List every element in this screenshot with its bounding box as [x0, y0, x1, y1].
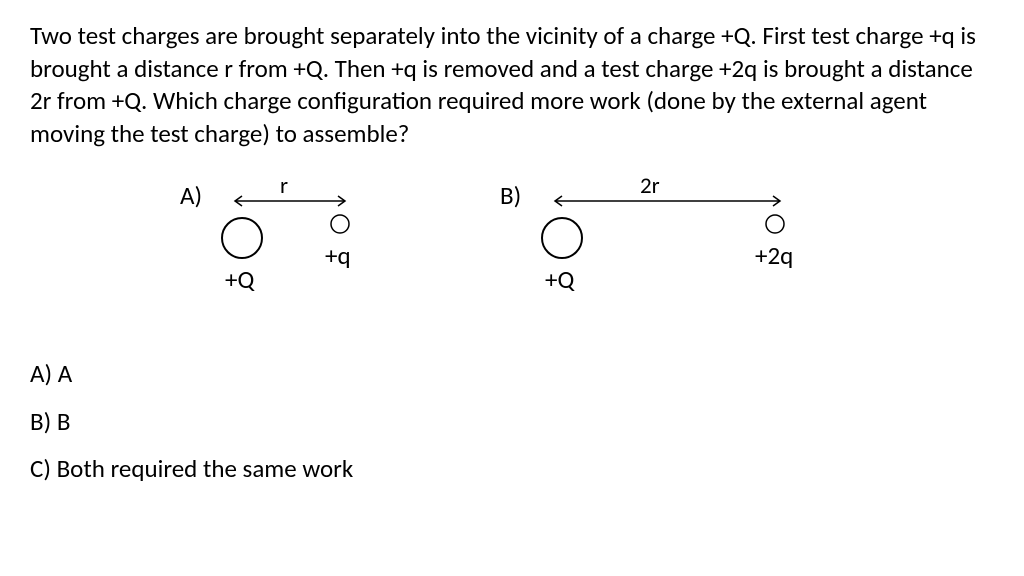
- answer-b: B) B: [30, 398, 994, 446]
- answer-c: C) Both required the same work: [30, 445, 994, 493]
- diagram-row: A) r +Q +q B) 2r +Q: [180, 180, 994, 310]
- diagram-a-label: A): [180, 180, 202, 211]
- distance-label-b: 2r: [640, 172, 660, 200]
- diagram-a: A) r +Q +q: [180, 180, 380, 310]
- diagram-b-label: B): [500, 180, 521, 211]
- test-charge-b: +2q: [755, 240, 793, 271]
- arrow-b: [550, 194, 785, 208]
- answer-options: A) A B) B C) Both required the same work: [30, 350, 994, 493]
- big-circle-b: [540, 216, 584, 260]
- answer-a: A) A: [30, 350, 994, 398]
- question-text: Two test charges are brought separately …: [30, 20, 994, 150]
- diagram-b: B) 2r +Q +2q: [500, 180, 820, 310]
- source-charge-b: +Q: [545, 264, 574, 295]
- source-charge-a: +Q: [225, 264, 254, 295]
- small-circle-a: [330, 214, 350, 234]
- big-circle-a: [220, 216, 264, 260]
- test-charge-a: +q: [325, 240, 351, 271]
- small-circle-b: [765, 214, 785, 234]
- distance-label-a: r: [280, 172, 288, 200]
- arrow-a: [230, 194, 350, 208]
